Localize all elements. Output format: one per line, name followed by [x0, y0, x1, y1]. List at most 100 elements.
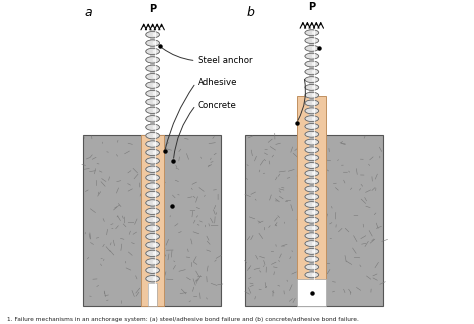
Ellipse shape	[305, 61, 319, 67]
Ellipse shape	[153, 176, 156, 179]
Ellipse shape	[312, 31, 315, 34]
Text: b: b	[246, 6, 255, 19]
Bar	[309, 29, 314, 279]
Text: P: P	[308, 2, 315, 12]
Ellipse shape	[312, 179, 315, 183]
Ellipse shape	[146, 183, 160, 190]
Ellipse shape	[153, 193, 156, 196]
Ellipse shape	[153, 58, 156, 62]
Ellipse shape	[146, 116, 159, 122]
Ellipse shape	[146, 40, 160, 47]
Ellipse shape	[146, 242, 159, 248]
Ellipse shape	[153, 159, 156, 163]
Ellipse shape	[153, 151, 156, 154]
Ellipse shape	[146, 107, 159, 113]
Ellipse shape	[304, 131, 319, 137]
Ellipse shape	[146, 267, 159, 273]
Ellipse shape	[146, 158, 159, 164]
Ellipse shape	[305, 217, 319, 223]
Ellipse shape	[153, 243, 156, 247]
Ellipse shape	[146, 250, 160, 257]
Ellipse shape	[305, 45, 319, 51]
Text: Adhesive: Adhesive	[198, 78, 237, 87]
Ellipse shape	[146, 124, 159, 130]
Ellipse shape	[146, 208, 159, 214]
Ellipse shape	[312, 70, 315, 74]
Bar	[141, 135, 164, 306]
Bar	[150, 30, 155, 283]
Ellipse shape	[304, 193, 319, 200]
Ellipse shape	[304, 37, 319, 44]
Ellipse shape	[312, 156, 315, 159]
Ellipse shape	[153, 251, 156, 255]
Ellipse shape	[146, 74, 159, 80]
Ellipse shape	[146, 48, 159, 55]
Ellipse shape	[304, 92, 319, 98]
Ellipse shape	[304, 217, 319, 223]
Ellipse shape	[305, 123, 319, 129]
Ellipse shape	[146, 48, 160, 55]
Ellipse shape	[312, 242, 315, 245]
Ellipse shape	[146, 258, 160, 265]
Ellipse shape	[312, 117, 315, 121]
Ellipse shape	[304, 100, 319, 106]
Ellipse shape	[305, 69, 319, 75]
Ellipse shape	[312, 140, 315, 144]
Ellipse shape	[153, 100, 156, 104]
Ellipse shape	[304, 256, 319, 262]
Ellipse shape	[304, 225, 319, 231]
Ellipse shape	[146, 217, 159, 223]
Ellipse shape	[304, 115, 319, 122]
Ellipse shape	[312, 265, 315, 269]
Ellipse shape	[305, 92, 319, 98]
Ellipse shape	[312, 62, 315, 66]
Ellipse shape	[304, 76, 319, 83]
Ellipse shape	[304, 178, 319, 184]
Ellipse shape	[146, 115, 160, 122]
Ellipse shape	[153, 218, 156, 222]
Ellipse shape	[305, 209, 319, 215]
Ellipse shape	[146, 275, 159, 282]
Ellipse shape	[146, 233, 160, 240]
Ellipse shape	[305, 85, 319, 90]
Ellipse shape	[153, 184, 156, 188]
Ellipse shape	[312, 109, 315, 112]
Ellipse shape	[305, 202, 319, 207]
Ellipse shape	[304, 147, 319, 153]
Ellipse shape	[305, 131, 319, 137]
Bar	[245, 135, 383, 306]
Ellipse shape	[146, 174, 160, 181]
Ellipse shape	[146, 157, 160, 164]
Ellipse shape	[312, 250, 315, 253]
Ellipse shape	[146, 124, 160, 131]
Ellipse shape	[146, 200, 160, 206]
Ellipse shape	[312, 39, 315, 42]
Ellipse shape	[305, 139, 319, 145]
Ellipse shape	[146, 57, 159, 63]
Ellipse shape	[305, 116, 319, 122]
Ellipse shape	[146, 275, 160, 282]
Ellipse shape	[305, 241, 319, 247]
Ellipse shape	[153, 277, 156, 281]
Ellipse shape	[305, 225, 319, 231]
Ellipse shape	[146, 191, 159, 198]
Ellipse shape	[146, 259, 159, 265]
Ellipse shape	[153, 235, 156, 238]
Ellipse shape	[146, 56, 160, 63]
Text: Concrete: Concrete	[198, 101, 237, 110]
Ellipse shape	[153, 41, 156, 45]
Ellipse shape	[153, 168, 156, 171]
Ellipse shape	[153, 142, 156, 146]
Ellipse shape	[146, 267, 160, 274]
Ellipse shape	[146, 141, 160, 147]
Ellipse shape	[146, 166, 160, 173]
Ellipse shape	[305, 77, 319, 83]
Ellipse shape	[146, 40, 159, 46]
Ellipse shape	[153, 83, 156, 87]
Ellipse shape	[153, 268, 156, 272]
Ellipse shape	[304, 201, 319, 208]
Ellipse shape	[304, 29, 319, 36]
Ellipse shape	[146, 175, 159, 181]
Ellipse shape	[312, 187, 315, 191]
Ellipse shape	[312, 258, 315, 261]
